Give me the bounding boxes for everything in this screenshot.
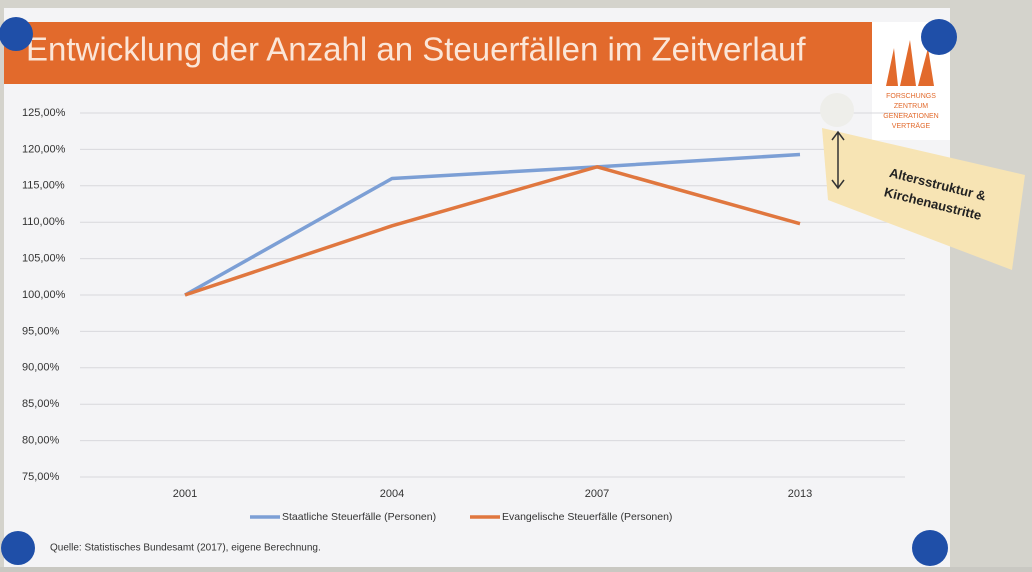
- x-tick-label: 2001: [173, 488, 197, 500]
- pin: [912, 530, 948, 566]
- logo-text: ZENTRUM: [894, 103, 928, 110]
- logo-text: GENERATIONEN: [883, 113, 939, 120]
- chart: Entwicklung der Anzahl an Steuerfällen i…: [0, 0, 1032, 567]
- y-tick-label: 90,00%: [22, 362, 60, 374]
- poster: [4, 8, 950, 567]
- legend-label: Evangelische Steuerfälle (Personen): [502, 511, 672, 523]
- pin: [1, 531, 35, 565]
- y-tick-label: 120,00%: [22, 143, 66, 155]
- y-tick-label: 80,00%: [22, 435, 60, 447]
- y-tick-label: 85,00%: [22, 398, 60, 410]
- pin: [0, 17, 33, 51]
- pin: [820, 93, 854, 127]
- source-note: Quelle: Statistisches Bundesamt (2017), …: [50, 543, 321, 554]
- chart-title: Entwicklung der Anzahl an Steuerfällen i…: [26, 31, 806, 68]
- y-tick-label: 125,00%: [22, 107, 66, 119]
- y-tick-label: 115,00%: [22, 180, 65, 192]
- page: Entwicklung der Anzahl an Steuerfällen i…: [0, 0, 1032, 567]
- y-tick-label: 105,00%: [22, 253, 66, 265]
- legend-label: Staatliche Steuerfälle (Personen): [282, 511, 436, 523]
- y-tick-label: 95,00%: [22, 325, 60, 337]
- y-tick-label: 100,00%: [22, 289, 66, 301]
- y-tick-label: 110,00%: [22, 216, 65, 228]
- x-tick-label: 2013: [788, 488, 812, 500]
- x-tick-label: 2004: [380, 488, 404, 500]
- logo-text: VERTRÄGE: [892, 122, 931, 130]
- x-tick-label: 2007: [585, 488, 609, 500]
- y-tick-label: 75,00%: [22, 471, 60, 483]
- logo-text: FORSCHUNGS: [886, 93, 936, 100]
- pin: [921, 19, 957, 55]
